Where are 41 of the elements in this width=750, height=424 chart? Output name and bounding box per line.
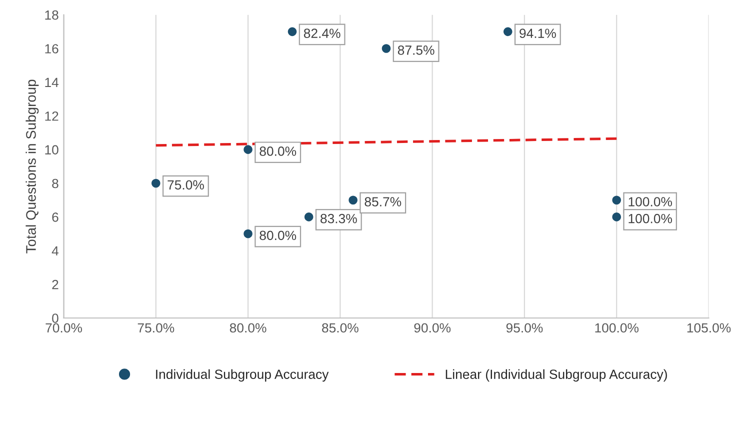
x-tick-label: 85.0% <box>322 323 358 333</box>
point <box>382 44 391 53</box>
point <box>244 145 252 154</box>
annotation: 94.1% <box>520 28 556 38</box>
annotation: 80.0% <box>260 230 296 240</box>
annotation: 100.0% <box>628 214 672 224</box>
annotation: 83.3% <box>320 214 357 224</box>
y-tick-label: 2 <box>52 280 58 290</box>
annotation: 85.7% <box>364 197 402 206</box>
y-tick-label: 4 <box>52 246 59 256</box>
x-tick-label: 80.0% <box>230 323 266 333</box>
annotation: 75.0% <box>168 180 204 190</box>
point <box>152 178 160 188</box>
point <box>503 27 512 36</box>
y-tick-label: 6 <box>52 212 58 222</box>
x-tick-label: 105.0% <box>687 323 731 333</box>
point <box>348 196 358 204</box>
y-tick-label: 0 <box>52 314 58 323</box>
y-axis-title: Total Questions in Subgroup <box>26 80 39 254</box>
x-tick-label: 90.0% <box>414 323 451 333</box>
y-tick-label: 14 <box>45 78 59 87</box>
x-tick-label: 100.0% <box>595 323 639 333</box>
x-tick-label: 70.0% <box>46 323 82 333</box>
y-tick-label: 18 <box>45 10 58 20</box>
point <box>288 27 297 36</box>
legend-label: Linear (Individual Subgroup Accuracy) <box>446 369 667 382</box>
legend-label: Individual Subgroup Accuracy <box>156 369 329 382</box>
point <box>304 212 314 222</box>
point <box>244 229 252 238</box>
annotation: 80.0% <box>260 146 296 156</box>
y-tick-label: 10 <box>45 145 58 154</box>
y-tick-label: 16 <box>45 44 58 54</box>
y-tick-label: 8 <box>52 178 58 188</box>
annotation: 82.4% <box>304 28 340 38</box>
annotation: 87.5% <box>398 46 434 55</box>
point <box>612 196 621 204</box>
annotation: 100.0% <box>628 197 672 206</box>
x-tick-label: 95.0% <box>506 323 543 333</box>
point <box>612 212 621 222</box>
y-tick-label: 12 <box>45 111 58 121</box>
x-tick-label: 75.0% <box>138 323 174 333</box>
